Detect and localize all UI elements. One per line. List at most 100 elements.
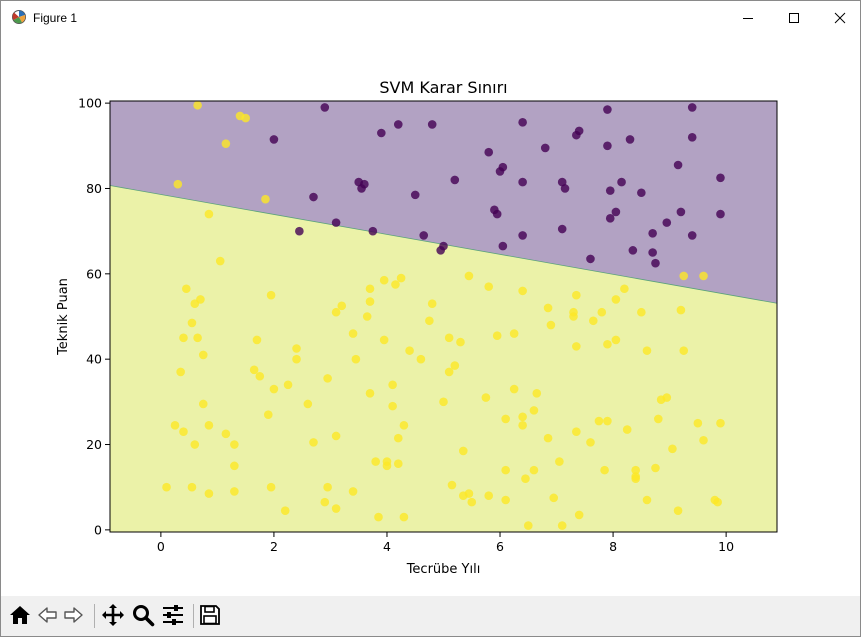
- x-axis-label: Tecrübe Yılı: [406, 562, 481, 577]
- data-point-class-1: [543, 433, 553, 443]
- data-point-class-1: [518, 421, 527, 430]
- data-point-class-0: [495, 167, 505, 176]
- data-point-class-0: [518, 177, 527, 187]
- data-point-class-0: [651, 258, 660, 268]
- data-point-class-1: [600, 465, 609, 475]
- data-point-class-1: [263, 410, 273, 419]
- data-point-class-1: [594, 416, 604, 426]
- data-point-class-1: [501, 414, 510, 424]
- close-button[interactable]: [817, 1, 861, 35]
- pan-button[interactable]: [100, 602, 126, 628]
- data-point-class-1: [716, 418, 725, 428]
- data-point-class-1: [371, 457, 380, 466]
- data-point-class-1: [388, 380, 397, 390]
- data-point-class-1: [572, 427, 581, 437]
- zoom-button[interactable]: [130, 602, 156, 628]
- data-point-class-1: [481, 393, 491, 402]
- data-point-class-1: [501, 495, 510, 505]
- data-point-class-1: [255, 371, 265, 381]
- data-point-class-1: [555, 457, 564, 466]
- data-point-class-1: [484, 491, 494, 501]
- data-point-class-0: [331, 218, 341, 227]
- home-button[interactable]: [7, 602, 33, 628]
- data-point-class-1: [651, 463, 660, 473]
- data-point-class-0: [662, 218, 672, 227]
- data-point-class-0: [617, 177, 626, 187]
- x-tick-label: 2: [270, 539, 278, 554]
- title-bar[interactable]: Figure 1: [1, 1, 860, 35]
- data-point-class-1: [416, 354, 426, 364]
- data-point-class-1: [637, 307, 646, 317]
- back-arrow-icon: [38, 607, 57, 623]
- data-point-class-1: [365, 297, 375, 306]
- data-point-class-1: [518, 412, 527, 422]
- data-point-class-1: [501, 465, 510, 475]
- data-point-class-1: [292, 354, 301, 364]
- data-point-class-1: [230, 461, 239, 471]
- data-point-class-1: [492, 331, 502, 341]
- back-button[interactable]: [34, 602, 60, 628]
- data-point-class-1: [597, 307, 607, 317]
- data-point-class-0: [377, 128, 386, 138]
- data-point-class-1: [382, 461, 392, 471]
- data-point-class-1: [399, 421, 409, 430]
- data-point-class-0: [309, 192, 318, 202]
- data-point-class-1: [379, 335, 389, 345]
- data-point-class-1: [173, 179, 183, 189]
- data-point-class-1: [521, 474, 530, 483]
- toolbar-separator: [94, 604, 95, 628]
- data-point-class-1: [190, 440, 200, 449]
- data-point-class-0: [450, 175, 460, 185]
- data-point-class-1: [532, 389, 542, 398]
- data-point-class-1: [309, 438, 318, 447]
- y-tick-label: 60: [86, 266, 102, 281]
- data-point-class-1: [603, 339, 612, 349]
- data-point-class-1: [458, 446, 468, 456]
- forward-button[interactable]: [61, 602, 87, 628]
- close-icon: [834, 12, 846, 24]
- data-point-class-1: [509, 329, 519, 338]
- data-point-class-0: [560, 184, 570, 193]
- data-point-class-1: [182, 284, 191, 294]
- data-point-class-1: [179, 427, 188, 437]
- save-button[interactable]: [197, 602, 223, 628]
- y-tick-label: 80: [86, 181, 102, 196]
- data-point-class-1: [269, 384, 279, 394]
- data-point-class-1: [662, 393, 672, 402]
- data-point-class-0: [368, 226, 378, 236]
- sliders-icon: [163, 605, 183, 625]
- data-point-class-1: [331, 307, 341, 317]
- data-point-class-1: [396, 273, 406, 283]
- figure-canvas[interactable]: 0 2 4 6 8 10 0 20 40 60 80 100 SVM Karar Sınırı Te…: [1, 35, 860, 595]
- data-point-class-1: [187, 482, 197, 492]
- y-tick-label: 100: [78, 96, 102, 111]
- configure-subplots-button[interactable]: [160, 602, 186, 628]
- data-point-class-1: [679, 346, 689, 355]
- data-point-class-1: [444, 333, 454, 343]
- data-point-class-1: [388, 401, 397, 411]
- data-point-class-0: [320, 103, 330, 112]
- maximize-button[interactable]: [771, 1, 817, 35]
- data-point-class-1: [529, 465, 539, 475]
- data-point-class-0: [357, 184, 366, 193]
- data-point-class-1: [379, 275, 389, 285]
- data-point-class-1: [543, 303, 553, 313]
- data-point-class-1: [447, 480, 457, 490]
- x-tick-label: 6: [496, 539, 504, 554]
- data-point-class-0: [603, 141, 612, 151]
- data-point-class-0: [518, 231, 527, 240]
- data-point-class-1: [529, 406, 539, 415]
- data-point-class-1: [365, 389, 375, 398]
- data-point-class-1: [187, 318, 197, 328]
- data-point-class-0: [625, 135, 635, 144]
- minimize-button[interactable]: [725, 1, 771, 35]
- maximize-icon: [789, 13, 799, 23]
- data-point-class-0: [557, 177, 567, 187]
- data-point-class-1: [631, 465, 640, 475]
- minimize-icon: [743, 18, 753, 19]
- data-point-class-1: [642, 495, 652, 505]
- data-point-class-1: [230, 487, 239, 496]
- y-tick-label: 40: [86, 352, 102, 367]
- data-point-class-0: [498, 241, 508, 251]
